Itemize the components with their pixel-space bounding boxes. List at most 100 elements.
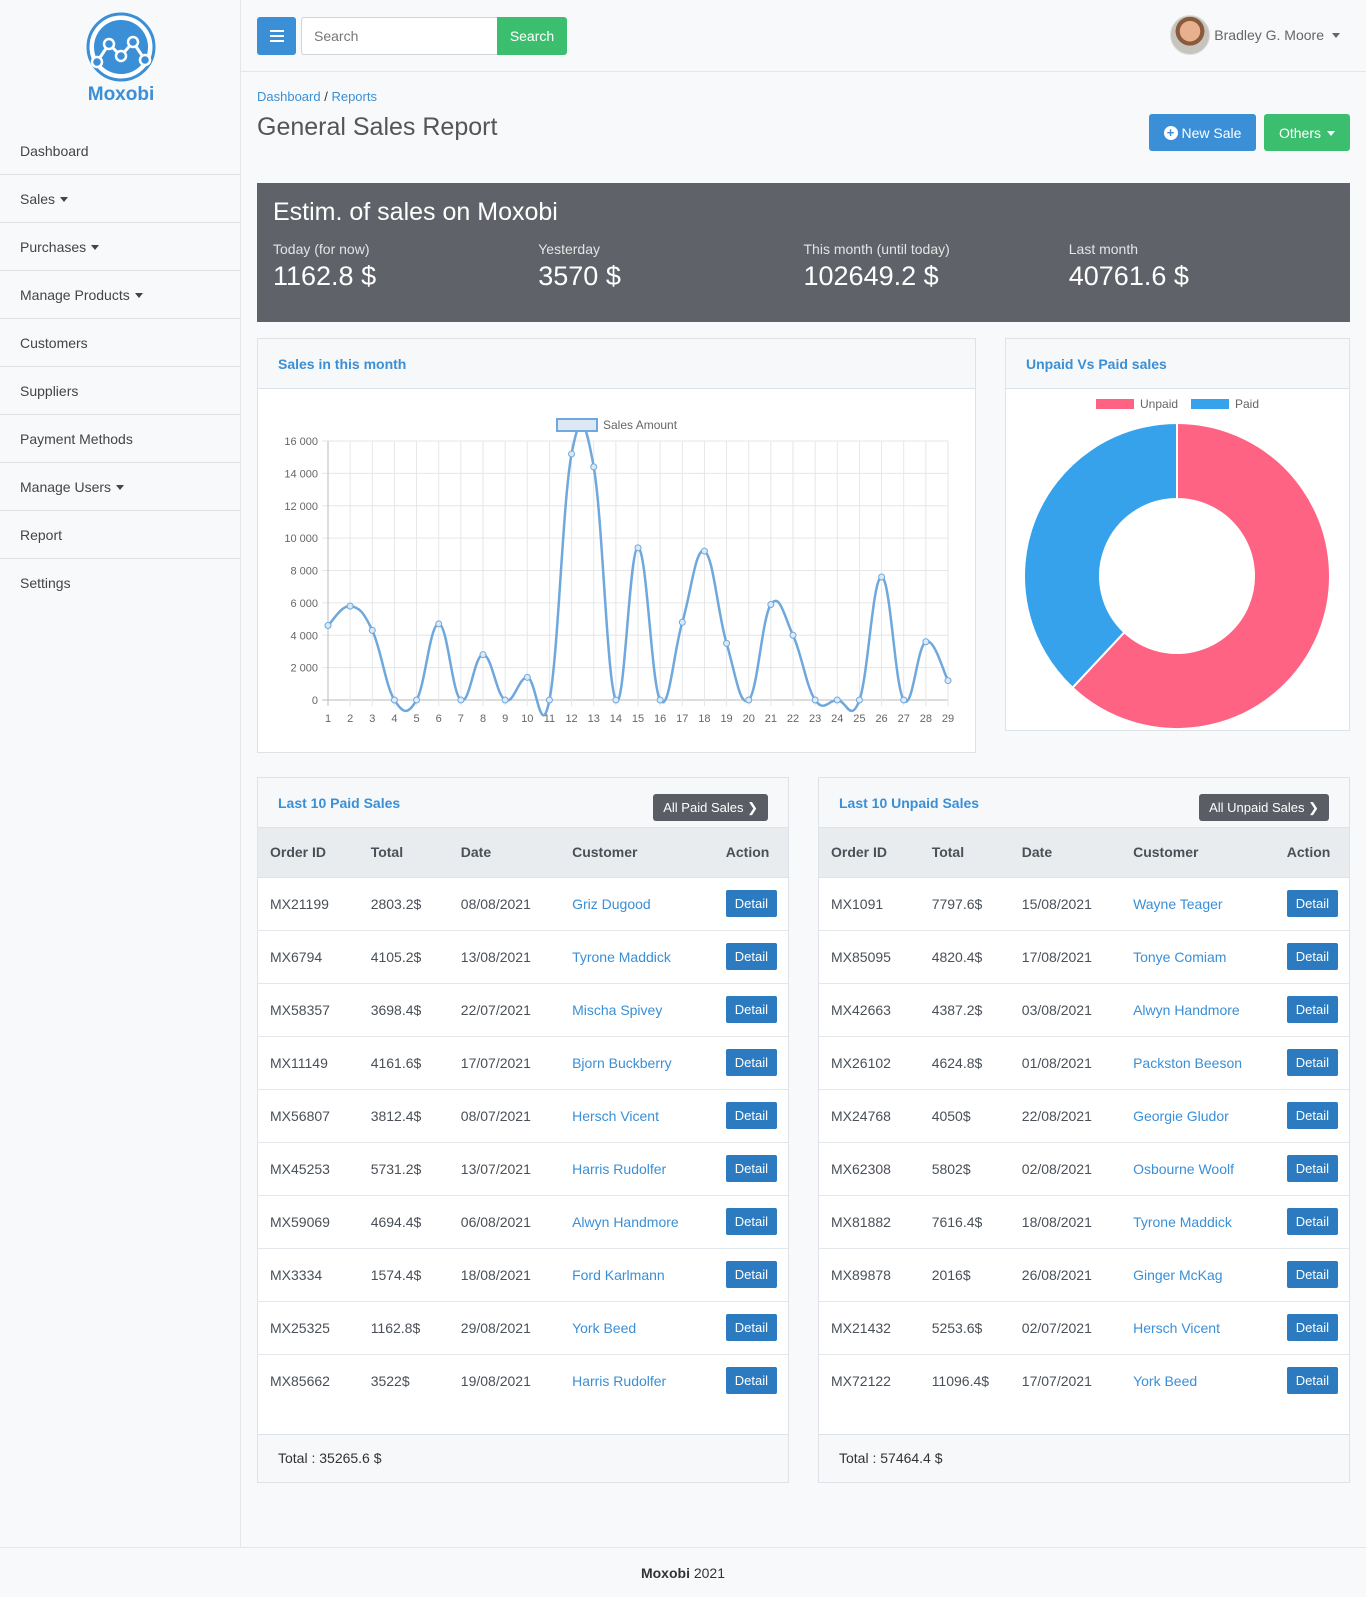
customer-link[interactable]: Bjorn Buckberry [560, 1036, 714, 1090]
menu-toggle-button[interactable] [257, 17, 296, 55]
x-tick-label: 7 [458, 713, 464, 725]
customer-link[interactable]: Hersch Vicent [1121, 1301, 1275, 1355]
table-row: MX58357 3698.4$ 22/07/2021 Mischa Spivey Det… [258, 983, 788, 1037]
x-tick-label: 6 [436, 713, 442, 725]
sidebar-item-manage-products[interactable]: Manage Products [0, 271, 240, 319]
detail-button[interactable]: Detail [1286, 1208, 1339, 1235]
sidebar-item-purchases[interactable]: Purchases [0, 223, 240, 271]
unpaid-total: Total : 57464.4 $ [819, 1434, 1349, 1482]
y-tick-label: 6 000 [290, 598, 318, 610]
caret-down-icon [1332, 32, 1340, 38]
detail-button[interactable]: Detail [725, 1367, 778, 1395]
order-id-cell: MX11149 [258, 1036, 359, 1090]
chevron-right-icon: ❯ [747, 800, 758, 815]
detail-button[interactable]: Detail [1286, 996, 1339, 1023]
customer-link[interactable]: Osbourne Woolf [1121, 1142, 1275, 1196]
detail-button[interactable]: Detail [1286, 1049, 1339, 1076]
total-cell: 3522$ [370, 1372, 410, 1389]
all-unpaid-sales-button[interactable]: All Unpaid Sales ❯ [1199, 794, 1329, 821]
detail-button[interactable]: Detail [725, 1049, 778, 1076]
customer-link[interactable]: York Beed [560, 1301, 714, 1355]
user-menu[interactable]: Bradley G. Moore [1170, 15, 1340, 55]
logo[interactable]: Moxobi [80, 12, 162, 106]
search-button[interactable]: Search [497, 17, 567, 55]
sidebar-item-manage-users[interactable]: Manage Users [0, 463, 240, 511]
detail-button[interactable]: Detail [725, 890, 778, 917]
detail-button[interactable]: Detail [1286, 890, 1339, 917]
detail-button[interactable]: Detail [1286, 1314, 1339, 1341]
customer-link[interactable]: Alwyn Handmore [1121, 983, 1275, 1037]
paid-sales-table: Order ID Total Date Customer Action MX21199 2… [258, 828, 788, 1407]
customer-link[interactable]: Tyrone Maddick [560, 930, 714, 984]
customer-link[interactable]: Hersch Vicent [560, 1089, 714, 1143]
search-input[interactable] [301, 17, 497, 55]
customer-link[interactable]: Alwyn Handmore [560, 1195, 714, 1249]
sidebar-item-customers[interactable]: Customers [0, 319, 240, 367]
customer-link[interactable]: Georgie Gludor [1121, 1089, 1275, 1143]
detail-button[interactable]: Detail [1286, 1102, 1339, 1129]
new-sale-button[interactable]: + New Sale [1149, 114, 1256, 151]
card-title: Sales in this month [258, 339, 975, 389]
sidebar-item-label: Purchases [20, 239, 87, 255]
detail-button[interactable]: Detail [1286, 1155, 1339, 1182]
total-cell: 4820.4$ [919, 930, 1010, 984]
order-id-cell: MX26102 [819, 1036, 920, 1090]
customer-link[interactable]: Wayne Teager [1121, 877, 1275, 931]
customer-link[interactable]: Griz Dugood [560, 877, 714, 931]
customer-link[interactable]: Harris Rudolfer [572, 1372, 667, 1389]
data-point [390, 696, 398, 704]
sidebar-item-payment-methods[interactable]: Payment Methods [0, 415, 240, 463]
customer-link[interactable]: Tyrone Maddick [1121, 1195, 1275, 1249]
all-paid-sales-button[interactable]: All Paid Sales ❯ [653, 794, 768, 821]
table-row: MX59069 4694.4$ 06/08/2021 Alwyn Handmore De… [258, 1195, 788, 1249]
data-point [479, 651, 487, 659]
total-cell: 4050$ [919, 1089, 1010, 1143]
x-tick-label: 3 [369, 713, 375, 725]
detail-button[interactable]: Detail [725, 1155, 778, 1182]
customer-link[interactable]: Tonye Comiam [1121, 930, 1275, 984]
sidebar-item-sales[interactable]: Sales [0, 175, 240, 223]
sidebar-item-settings[interactable]: Settings [0, 559, 240, 607]
detail-button[interactable]: Detail [725, 943, 778, 970]
total-cell: 5253.6$ [919, 1301, 1010, 1355]
sidebar-item-report[interactable]: Report [0, 511, 240, 559]
customer-link[interactable]: Mischa Spivey [560, 983, 714, 1037]
detail-button[interactable]: Detail [1286, 1261, 1339, 1288]
customer-link[interactable]: Ford Karlmann [560, 1248, 714, 1302]
detail-button[interactable]: Detail [1286, 943, 1339, 970]
detail-button[interactable]: Detail [725, 1208, 778, 1235]
date-cell: 01/08/2021 [1009, 1036, 1122, 1090]
chevron-right-icon: ❯ [1308, 800, 1319, 815]
detail-button[interactable]: Detail [725, 1261, 778, 1288]
column-header: Order ID [258, 828, 359, 878]
detail-button[interactable]: Detail [725, 996, 778, 1023]
customer-link[interactable]: Ginger McKag [1121, 1248, 1275, 1302]
detail-button[interactable]: Detail [1286, 1367, 1339, 1395]
legend-swatch [556, 418, 598, 432]
date-cell: 08/08/2021 [448, 877, 561, 931]
order-id-cell: MX1091 [819, 877, 920, 931]
x-tick-label: 13 [588, 713, 600, 725]
x-tick-label: 22 [787, 713, 799, 725]
total-cell: 7616.4$ [919, 1195, 1010, 1249]
customer-link[interactable]: Packston Beeson [1121, 1036, 1275, 1090]
customer-link[interactable]: York Beed [1133, 1372, 1198, 1389]
breadcrumb-separator: / [320, 89, 332, 104]
data-point [324, 622, 332, 630]
table-row: MX62308 5802$ 02/08/2021 Osbourne Woolf Deta… [819, 1142, 1349, 1196]
detail-button[interactable]: Detail [725, 1102, 778, 1129]
others-dropdown-button[interactable]: Others [1264, 114, 1350, 151]
stat-label: Last month [1068, 241, 1139, 257]
detail-button[interactable]: Detail [725, 1314, 778, 1341]
breadcrumb-reports-link[interactable]: Reports [331, 89, 377, 104]
data-point [678, 618, 686, 626]
breadcrumb-dashboard-link[interactable]: Dashboard [257, 89, 321, 104]
stat-label: Today (for now) [273, 241, 370, 257]
x-tick-label: 2 [347, 713, 353, 725]
action-cell: Detail [1274, 1248, 1349, 1302]
sidebar-item-suppliers[interactable]: Suppliers [0, 367, 240, 415]
customer-link[interactable]: Harris Rudolfer [560, 1142, 714, 1196]
data-point [656, 696, 664, 704]
action-cell: Detail [713, 930, 788, 984]
sidebar-item-dashboard[interactable]: Dashboard [0, 127, 240, 175]
